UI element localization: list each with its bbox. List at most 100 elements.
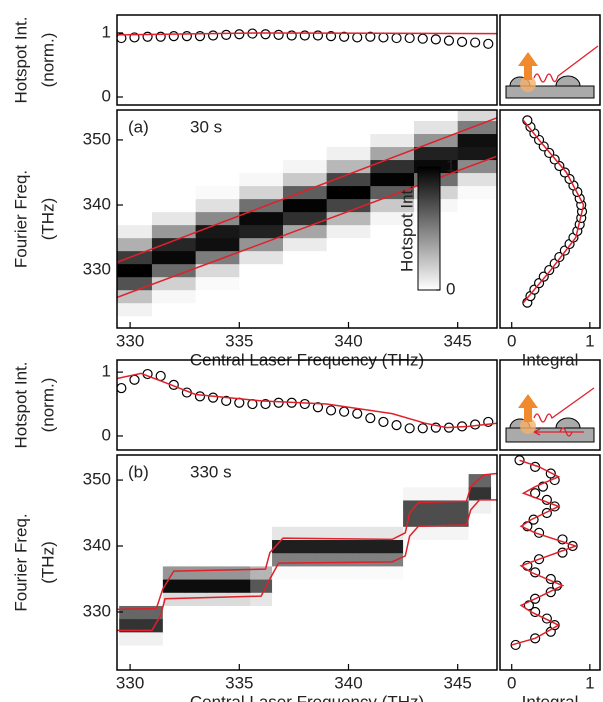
heat-cell [117, 315, 153, 328]
heat-cell [293, 592, 317, 606]
heat-cell [293, 658, 317, 670]
heat-cell [403, 578, 426, 593]
heat-cell [117, 250, 153, 265]
heat-cell [162, 552, 186, 567]
heat-cell [119, 631, 142, 646]
heat-cell [424, 592, 448, 606]
heat-cell [403, 455, 426, 461]
heat-cell [162, 631, 186, 646]
heat-cell [162, 644, 186, 659]
heat-cell [228, 526, 251, 541]
heat-cell [403, 644, 426, 659]
heat-cell [272, 618, 295, 633]
heat-cell [337, 578, 361, 593]
heat-cell [446, 499, 470, 514]
heat-cell [119, 526, 142, 541]
heat-cell [403, 486, 426, 501]
heat-cell [206, 526, 229, 541]
data-point [391, 420, 402, 431]
heat-cell [151, 110, 197, 122]
heat-cell [359, 486, 382, 501]
heat-cell [206, 552, 229, 567]
heat-cell [446, 513, 470, 527]
heat-cell [250, 455, 273, 461]
heat-cell [414, 315, 459, 328]
heat-cell [337, 455, 361, 461]
heat-cell [195, 110, 240, 122]
heat-cell [206, 565, 229, 580]
heat-cell [141, 473, 164, 488]
heat-cell [195, 120, 240, 135]
heat-cell [250, 658, 273, 670]
heat-cell [117, 289, 153, 304]
heat-cell [457, 211, 497, 226]
heat-cell [119, 618, 142, 633]
heat-cell [195, 276, 240, 291]
heat-cell [272, 552, 295, 567]
heat-cell [141, 644, 164, 659]
heat-cell [117, 185, 153, 200]
heat-cell [468, 592, 492, 606]
colorbar-label: Hotspot Int. [397, 185, 416, 272]
heat-cell [370, 263, 415, 278]
heat-cell [282, 120, 328, 135]
data-point [417, 33, 428, 44]
heat-cell [206, 592, 229, 606]
heat-cell [117, 276, 153, 291]
heat-cell [446, 605, 470, 620]
heat-cell [239, 159, 284, 174]
heat-cell [381, 499, 404, 514]
heat-cell [239, 120, 284, 135]
heat-cell [228, 631, 251, 646]
heat-cell [239, 289, 284, 304]
x-tick-label: 0 [507, 331, 516, 350]
heat-cell [162, 578, 186, 593]
heat-cell [151, 172, 197, 187]
heat-cell [403, 565, 426, 580]
heat-cell [282, 224, 328, 239]
heat-cell [315, 455, 339, 461]
heat-cell [206, 460, 229, 475]
heat-cell [162, 460, 186, 475]
heat-cell [239, 263, 284, 278]
heat-cell [326, 198, 371, 213]
heat-cell [141, 539, 164, 554]
heat-cell [457, 224, 497, 239]
heat-cell [195, 211, 240, 226]
heat-cell [195, 133, 240, 148]
heat-cell [403, 618, 426, 633]
heat-cell [117, 146, 153, 161]
data-point [117, 32, 127, 44]
heat-cell [315, 486, 339, 501]
heat-cell [272, 592, 295, 606]
heat-cell [315, 460, 339, 475]
heat-cell [184, 565, 208, 580]
heat-cell [381, 644, 404, 659]
y-axis-label: (THz) [38, 541, 57, 583]
x-tick-label: 335 [225, 331, 253, 350]
data-point [352, 32, 363, 43]
heat-cell [359, 631, 382, 646]
heat-cell [119, 592, 142, 606]
heat-cell [250, 460, 273, 475]
heat-cell [206, 539, 229, 554]
heat-cell [151, 302, 197, 317]
colorbar [417, 166, 441, 291]
heat-cell [206, 605, 229, 620]
x-tick-label: 345 [444, 673, 472, 692]
heat-cell [239, 185, 284, 200]
heat-cell [315, 473, 339, 488]
heat-cell [151, 263, 197, 278]
heat-cell [359, 526, 382, 541]
heat-cell [359, 552, 382, 567]
heat-cell [337, 460, 361, 475]
heat-cell [272, 631, 295, 646]
data-point [417, 423, 428, 434]
heat-cell [359, 539, 382, 554]
heat-cell [457, 289, 497, 304]
heat-cell [250, 526, 273, 541]
heat-cell [282, 198, 328, 213]
arrow [518, 394, 538, 422]
heat-cell [206, 473, 229, 488]
